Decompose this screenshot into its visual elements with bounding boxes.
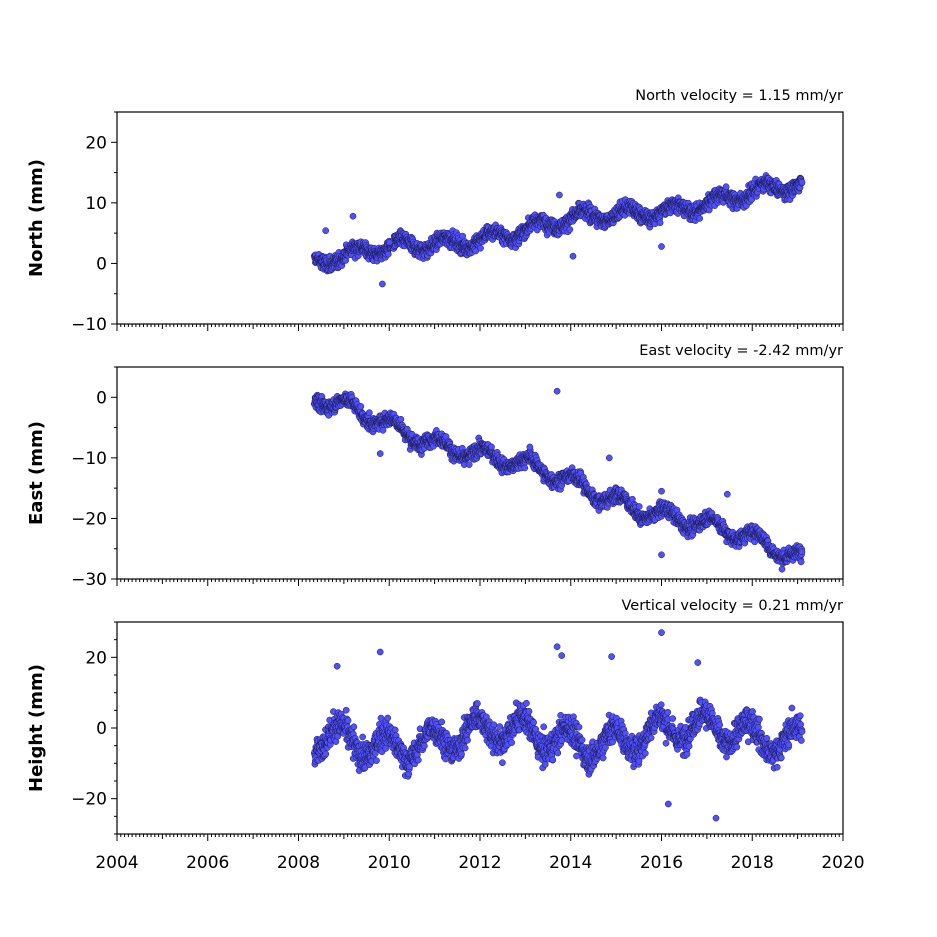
data-point [357, 403, 365, 410]
data-point [384, 714, 392, 722]
plot-frame [116, 111, 844, 325]
data-point [658, 487, 665, 495]
data-point [556, 191, 563, 199]
data-point [359, 733, 366, 741]
y-tick-label: −20 [71, 509, 107, 529]
data-point [461, 744, 469, 752]
y-tick-label: −10 [71, 315, 107, 335]
data-point [322, 750, 330, 758]
data-point [377, 714, 385, 722]
data-point [421, 742, 428, 750]
data-point [464, 736, 471, 744]
data-point [722, 183, 730, 191]
velocity-label: East velocity = -2.42 mm/yr [639, 343, 843, 359]
y-tick-label: 0 [96, 254, 107, 274]
data-point [696, 215, 704, 222]
data-point [373, 757, 380, 764]
panel-1: −10 0 10 20 North (mm) North velocity = 1.15 … [26, 88, 844, 335]
data-point [384, 250, 392, 258]
data-point [376, 450, 384, 457]
data-point [342, 706, 350, 714]
data-point [350, 723, 358, 731]
data-point [465, 461, 473, 468]
data-point [406, 763, 413, 771]
data-point [798, 548, 806, 556]
y-tick-label: −30 [71, 570, 107, 590]
y-tick-label: 0 [96, 388, 107, 408]
data-point [635, 503, 643, 510]
data-points-1 [311, 172, 806, 288]
data-point [442, 755, 449, 763]
data-point [391, 726, 399, 734]
data-point [723, 490, 731, 498]
data-point [385, 238, 393, 246]
data-point [526, 443, 534, 451]
data-point [379, 280, 386, 288]
data-points-3 [311, 629, 806, 822]
y-axis-label: North (mm) [26, 159, 47, 277]
data-point [397, 415, 405, 423]
data-point [382, 745, 390, 752]
velocity-label: North velocity = 1.15 mm/yr [635, 88, 843, 104]
data-point [656, 219, 664, 227]
panel-2: −30 −20 −10 0 East (mm) East velocity = -2.42… [26, 343, 844, 590]
data-point [322, 227, 330, 235]
data-point [365, 409, 373, 417]
data-point [797, 558, 805, 566]
y-tick-label: −10 [71, 449, 107, 469]
data-point [658, 243, 665, 250]
data-points-2 [311, 387, 806, 573]
data-point [778, 565, 786, 573]
data-point [458, 750, 465, 758]
data-point [438, 718, 446, 726]
data-point [349, 212, 357, 220]
data-point [414, 756, 422, 764]
data-point [521, 464, 529, 472]
y-tick-label: 10 [85, 194, 107, 214]
y-tick-label: 20 [85, 133, 107, 153]
data-point [553, 387, 561, 395]
data-point [477, 244, 484, 252]
data-point [344, 717, 352, 724]
data-point [798, 178, 806, 186]
y-axis-label: East (mm) [26, 421, 47, 525]
data-point [658, 551, 665, 559]
data-point [605, 454, 613, 462]
data-point [569, 252, 577, 260]
data-point [566, 226, 574, 233]
data-point [379, 426, 387, 434]
